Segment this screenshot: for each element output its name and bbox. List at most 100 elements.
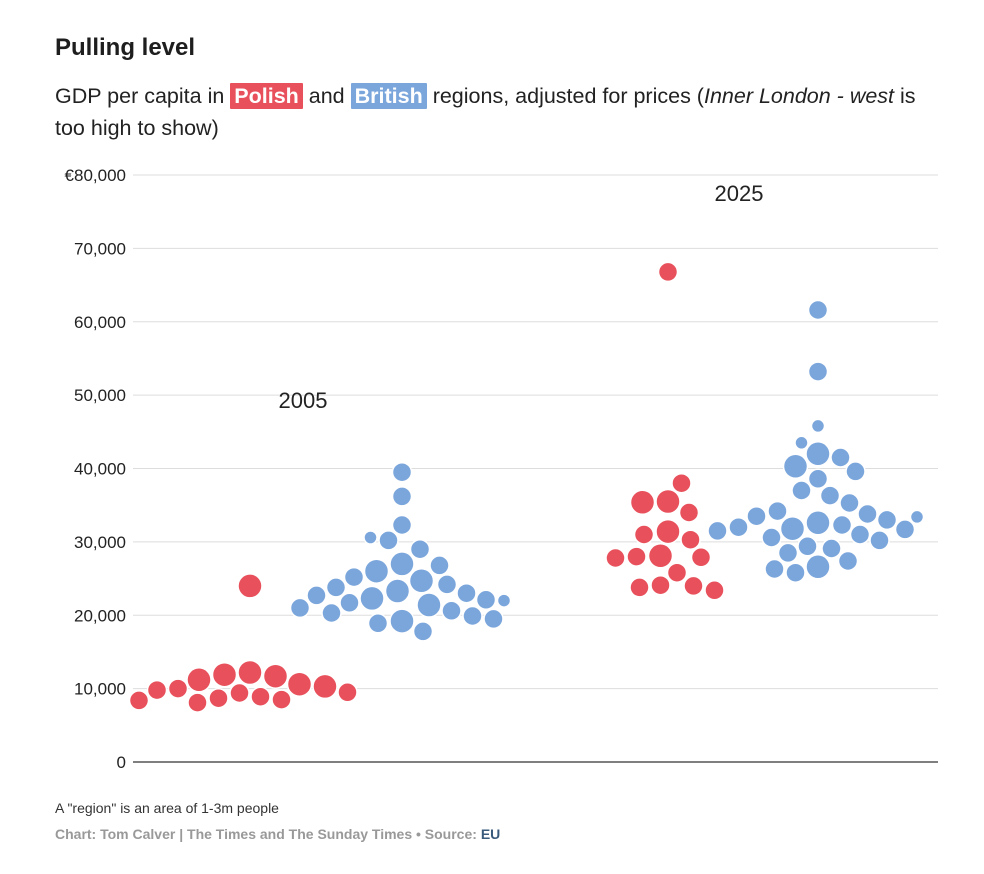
british-region-dot [805,510,831,536]
british-region-dot [764,558,785,580]
y-axis-ticks: 0 10,000 20,000 30,000 40,000 50,000 60,000 70,… [65,166,126,772]
british-region-dot [807,299,829,321]
polish-region-dot [128,690,150,711]
british-region-dot [849,524,871,545]
legend-polish: Polish [230,83,303,109]
british-region-dot [869,530,890,551]
polish-region-dot [683,575,704,597]
y-tick-label: 30,000 [74,533,126,552]
polish-region-dot [237,659,263,686]
british-region-dot [391,486,413,507]
credit-line: Chart: Tom Calver | The Times and The Su… [55,826,500,842]
british-region-dot [746,505,767,527]
british-region-dot [807,361,829,382]
british-region-dot [728,516,749,538]
polish-region-dot [671,472,692,494]
british-region-dot [363,530,378,545]
british-region-dot [807,468,829,490]
british-region-dot [805,441,831,467]
polish-region-dot [187,692,208,713]
british-region-dot [707,520,728,542]
polish-region-dot [690,547,712,568]
year-labels: 2005 2025 [279,181,764,413]
polish-region-dot [633,524,655,545]
polish-region-dot [650,574,671,596]
british-region-dot [805,554,831,580]
british-region-dot [441,600,462,622]
british-region-dot [378,530,399,551]
y-tick-label: €80,000 [65,166,126,185]
polish-region-dot [657,261,679,283]
subtitle-italic: Inner London - [703,84,844,108]
british-region-dot [777,542,799,564]
british-region-dot [839,492,860,514]
british-region-dot [857,503,878,525]
british-region-dot [782,453,809,480]
polish-region-dot [146,679,168,701]
british-region-dot [483,608,504,630]
y-tick-label: 0 [117,753,126,772]
subtitle-text: is too high to show) [55,84,916,140]
polish-region-dot [262,663,289,689]
british-region-dot [384,578,411,604]
polish-region-dot [237,573,263,599]
british-region-dot [779,515,806,542]
polish-region-dot [337,682,358,703]
british-region-dot [389,551,415,577]
british-region-dot [909,509,925,525]
polish-region-dot [666,562,688,583]
british-region-dot [821,538,842,559]
data-points [128,261,925,713]
polish-region-dot [271,689,292,710]
british-region-dot [797,536,818,557]
y-tick-label: 40,000 [74,460,126,479]
subtitle-italic: west [849,84,895,108]
british-region-dot [339,592,360,614]
subtitle-text: regions, adjusted for prices ( [426,84,704,108]
british-region-dot [845,461,866,482]
british-region-dot [831,514,853,536]
polish-region-dot [704,580,725,601]
british-region-dot [791,480,812,501]
british-region-dot [456,582,477,604]
y-tick-label: 50,000 [74,386,126,405]
subtitle-text: GDP per capita in [55,84,231,108]
beeswarm-chart: 0 10,000 20,000 30,000 40,000 50,000 60,000 70,… [65,166,938,772]
british-region-dot [343,566,365,588]
polish-region-dot [647,543,674,569]
polish-region-dot [186,667,212,693]
gridlines [133,174,938,763]
polish-region-dot [629,489,656,516]
british-region-dot [367,613,389,634]
source-link[interactable]: EU [480,826,501,842]
polish-region-dot [229,682,250,704]
british-region-dot [391,514,413,536]
british-region-dot [412,621,434,642]
legend-british: British [350,83,427,109]
y-tick-label: 60,000 [74,313,126,332]
british-region-dot [894,519,916,540]
chart-title: Pulling level [55,34,196,61]
british-region-dot [359,585,385,612]
british-region-dot [409,538,431,560]
british-region-dot [436,574,458,595]
polish-region-dot [312,673,338,700]
polish-region-dot [250,686,271,707]
british-region-dot [391,461,413,483]
polish-region-dot [167,678,189,699]
footnote: A "region" is an area of 1-3m people [55,800,279,816]
polish-region-dot [655,488,681,515]
british-region-dot [325,577,347,598]
polish-region-dot [211,661,238,688]
british-region-dot [321,602,342,624]
y-tick-label: 70,000 [74,239,126,258]
subtitle-text: and [302,84,351,108]
credit-text: Chart: Tom Calver | The Times and The Su… [55,826,481,842]
british-region-dot [830,447,851,468]
polish-region-dot [626,546,647,567]
polish-region-dot [678,502,700,523]
year-label: 2005 [279,388,328,413]
british-region-dot [761,527,782,548]
polish-region-dot [680,529,701,550]
british-region-dot [810,418,826,434]
